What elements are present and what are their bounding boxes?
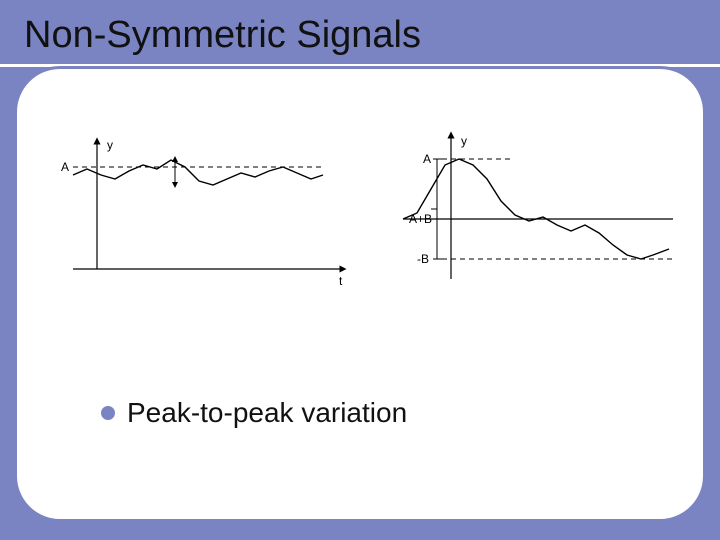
svg-text:A: A (423, 152, 431, 166)
signals-svg: y t A y t A -B A+B (53, 129, 673, 319)
svg-text:-B: -B (417, 252, 429, 266)
svg-text:A: A (61, 160, 69, 174)
bullet-row: Peak-to-peak variation (101, 397, 407, 429)
bullet-icon (101, 406, 115, 420)
svg-text:A+B: A+B (409, 212, 432, 226)
left-diagram: y t A (61, 138, 343, 288)
svg-text:y: y (107, 138, 113, 152)
bullet-text: Peak-to-peak variation (127, 397, 407, 429)
slide-title: Non-Symmetric Signals (24, 14, 421, 57)
diagram-area: y t A y t A -B A+B (53, 129, 673, 319)
right-diagram: ytA-BA+B (403, 134, 673, 279)
svg-text:t: t (339, 274, 343, 288)
content-card: y t A y t A -B A+B Peak-to-peak variation (14, 66, 706, 522)
svg-text:y: y (461, 134, 467, 148)
